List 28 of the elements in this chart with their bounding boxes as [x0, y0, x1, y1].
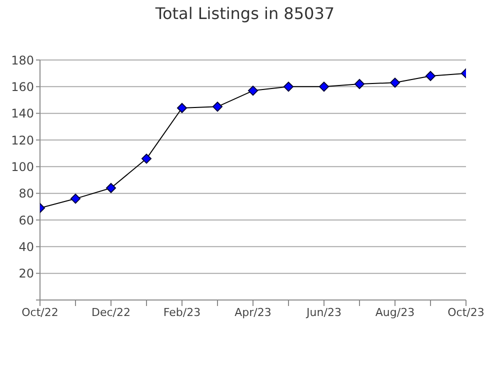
- x-tick-label: Jun/23: [306, 306, 342, 319]
- y-tick-label: 100: [11, 160, 34, 174]
- y-tick-label: 160: [11, 80, 34, 94]
- y-tick-label: 20: [18, 266, 34, 281]
- x-tick-label: Oct/23: [448, 306, 484, 319]
- y-tick-label: 40: [18, 240, 34, 254]
- x-tick-label: Aug/23: [375, 306, 415, 319]
- point: [319, 82, 329, 92]
- point: [354, 79, 364, 89]
- x-tick-label: Dec/22: [92, 306, 130, 319]
- y-tick-label: 60: [18, 213, 34, 228]
- point: [212, 102, 222, 112]
- chart-title: Total Listings in 85037: [154, 4, 336, 23]
- y-tick-label: 120: [11, 133, 34, 148]
- point: [426, 71, 436, 81]
- y-tick-label: 80: [18, 186, 34, 201]
- point: [248, 86, 258, 96]
- x-tick-label: Apr/23: [234, 306, 272, 319]
- point: [106, 183, 116, 193]
- point: [142, 154, 152, 164]
- y-tick-label: 180: [11, 53, 34, 68]
- point: [390, 78, 400, 88]
- point: [177, 103, 187, 113]
- x-tick-label: Feb/23: [163, 306, 201, 319]
- point: [70, 194, 80, 204]
- x-tick-label: Oct/22: [22, 306, 58, 319]
- point: [284, 82, 294, 92]
- y-tick-label: 140: [11, 106, 34, 121]
